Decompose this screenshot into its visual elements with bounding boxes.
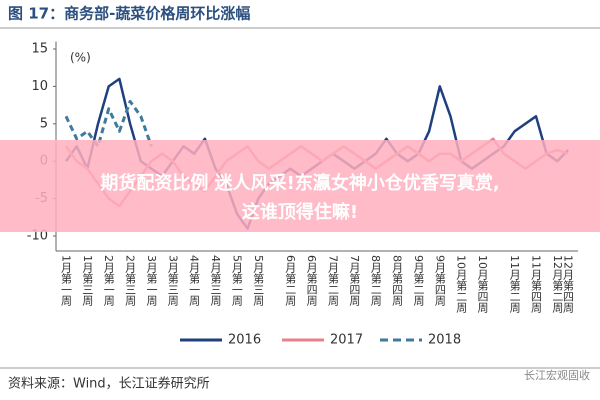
y-tick-label: 5 (40, 116, 48, 131)
x-tick-label: 11月第二周 (508, 255, 521, 314)
x-tick-label: 4月第一周 (188, 255, 201, 307)
x-tick-label: 7月第四周 (348, 255, 361, 307)
watermark: 长江宏观固收 (524, 368, 590, 382)
overlay-band (0, 140, 600, 232)
x-tick-label: 3月第一周 (145, 255, 158, 307)
legend-label: 2018 (428, 333, 461, 348)
x-tick-label: 1月第三周 (81, 255, 94, 307)
y-tick-label: -10 (27, 229, 48, 244)
x-tick-label: 11月第四周 (529, 255, 542, 314)
source: 资料来源：Wind，长江证券研究所 (8, 376, 210, 392)
legend-label: 2016 (228, 333, 261, 348)
x-tick-label: 5月第三周 (252, 255, 265, 307)
x-tick-label: 7月第二周 (327, 255, 340, 307)
x-tick-label: 5月第一周 (230, 255, 243, 307)
x-tick-label: 3月第三周 (166, 255, 179, 307)
x-tick-label: 8月第二周 (369, 255, 382, 307)
x-tick-label: 2月第三周 (124, 255, 137, 307)
x-tick-label: 9月第二周 (412, 255, 425, 307)
x-tick-label: 10月第二周 (455, 255, 468, 314)
y-tick-label: 10 (31, 79, 48, 94)
y-axis-label: (%) (70, 51, 91, 65)
x-tick-label: 2月第一周 (102, 255, 115, 307)
series-line (64, 99, 153, 148)
x-tick-label: 12月第二周 (551, 255, 564, 314)
chart-title: 图 17：商务部-蔬菜价格周环比涨幅 (8, 5, 250, 23)
x-tick-label: 8月第四周 (391, 255, 404, 307)
x-tick-label: 6月第四周 (305, 255, 318, 307)
x-tick-label: 1月第一周 (60, 255, 73, 307)
x-tick-label: 12月第四周 (562, 255, 575, 314)
overlay-text: 这谁顶得住嘛! (242, 201, 358, 223)
x-tick-label: 4月第三周 (209, 255, 222, 307)
x-tick-label: 10月第四周 (476, 255, 489, 314)
legend-label: 2017 (330, 333, 363, 348)
x-tick-label: 6月第二周 (284, 255, 297, 307)
y-tick-label: 15 (31, 41, 48, 56)
x-tick-label: 9月第四周 (433, 255, 446, 307)
overlay-text: 期货配资比例 迷人风采!东瀛女神小仓优香写真赏, (100, 172, 499, 194)
